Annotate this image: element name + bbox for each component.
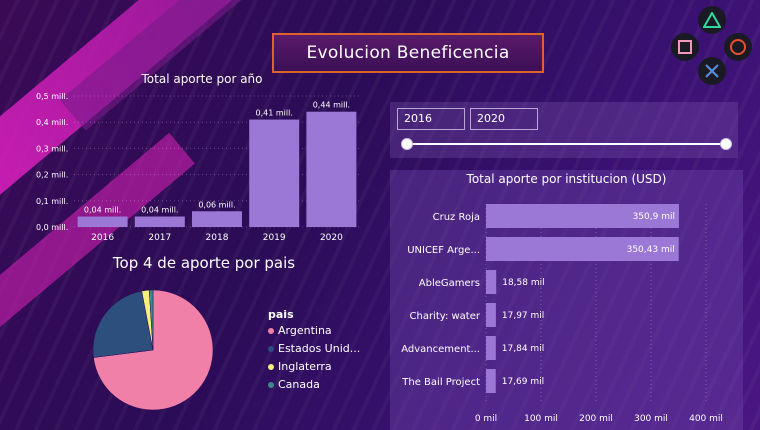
- legend-item[interactable]: Inglaterra: [268, 360, 332, 373]
- legend-dot: [268, 364, 274, 370]
- data-label: 0,04 mill.: [141, 206, 178, 215]
- bar: [306, 112, 356, 227]
- bar: [135, 217, 185, 227]
- category-label: The Bail Project: [401, 377, 480, 388]
- pie-chart: Top 4 de aporte por pais pais Argentina …: [34, 252, 374, 430]
- data-label: 350,43 mil: [627, 245, 675, 255]
- circle-icon: [724, 33, 752, 61]
- category-label: Charity: water: [410, 311, 481, 322]
- legend-dot: [268, 346, 274, 352]
- bar: [486, 336, 496, 360]
- bar: [78, 217, 128, 227]
- bar: [249, 120, 299, 227]
- y-tick-label: 0,0 mill.: [36, 223, 68, 232]
- dashboard-title-box: Evolucion Beneficencia: [272, 33, 544, 73]
- x-tick-label: 0 mil: [475, 414, 497, 424]
- y-tick-label: 0,1 mill.: [36, 197, 68, 206]
- data-label: 350,9 mil: [633, 212, 675, 222]
- category-label: Advancement...: [401, 344, 480, 355]
- data-label: 0,41 mill.: [256, 109, 293, 118]
- dashboard-title: Evolucion Beneficencia: [306, 43, 509, 63]
- x-tick-label: 2019: [263, 233, 286, 243]
- legend-title: pais: [268, 308, 294, 321]
- bar: [486, 270, 496, 294]
- bar: [192, 211, 242, 227]
- data-label: 17,97 mil: [502, 311, 544, 321]
- x-tick-label: 300 mil: [634, 414, 668, 424]
- category-label: AbleGamers: [419, 278, 480, 289]
- triangle-icon: [698, 6, 726, 34]
- slider-to-input[interactable]: 2020: [470, 108, 538, 130]
- institution-chart: Total aporte por institucion (USD) 0 mil…: [390, 170, 743, 430]
- legend-item[interactable]: Estados Unid...: [268, 342, 360, 355]
- category-label: Cruz Roja: [433, 212, 480, 223]
- data-label: 17,84 mil: [502, 344, 544, 354]
- legend-dot: [268, 382, 274, 388]
- slider-from-input[interactable]: 2016: [397, 108, 465, 130]
- year-chart: Total aporte por año 0,0 mill. 0,1 mill. 0…: [34, 70, 370, 245]
- institution-chart-svg: 0 mil 100 mil 200 mil 300 mil 400 mil Cruz Ro…: [390, 170, 743, 430]
- bar: [486, 303, 496, 327]
- x-tick-label: 100 mil: [524, 414, 558, 424]
- x-tick-label: 2017: [148, 233, 171, 243]
- data-label: 17,69 mil: [502, 377, 544, 387]
- legend-item[interactable]: Argentina: [268, 324, 332, 337]
- cross-icon: [698, 57, 726, 85]
- data-label: 18,58 mil: [502, 278, 544, 288]
- legend-dot: [268, 328, 274, 334]
- x-tick-label: 2018: [206, 233, 229, 243]
- x-tick-label: 400 mil: [689, 414, 723, 424]
- legend-label: Argentina: [278, 324, 332, 337]
- y-tick-label: 0,3 mill.: [36, 144, 68, 153]
- year-chart-svg: 0,0 mill. 0,1 mill. 0,2 mill. 0,3 mill. 0,4 …: [34, 70, 370, 245]
- slider-handle-start[interactable]: [401, 138, 413, 150]
- data-label: 0,44 mill.: [313, 101, 350, 110]
- x-tick-label: 2016: [91, 233, 114, 243]
- x-tick-label: 200 mil: [579, 414, 613, 424]
- square-icon: [671, 33, 699, 61]
- y-tick-label: 0,5 mill.: [36, 92, 68, 101]
- data-label: 0,04 mill.: [84, 206, 121, 215]
- legend-label: Inglaterra: [278, 360, 332, 373]
- slider-handle-end[interactable]: [720, 138, 732, 150]
- bar: [486, 369, 496, 393]
- legend-label: Canada: [278, 378, 320, 391]
- x-tick-label: 2020: [320, 233, 343, 243]
- y-tick-label: 0,2 mill.: [36, 171, 68, 180]
- legend-label: Estados Unid...: [278, 342, 360, 355]
- data-label: 0,06 mill.: [198, 200, 235, 209]
- pie-chart-svg: [34, 252, 374, 430]
- category-label: UNICEF Arge...: [407, 245, 480, 256]
- legend-item[interactable]: Canada: [268, 378, 320, 391]
- slider-track[interactable]: [407, 143, 726, 145]
- y-tick-label: 0,4 mill.: [36, 118, 68, 127]
